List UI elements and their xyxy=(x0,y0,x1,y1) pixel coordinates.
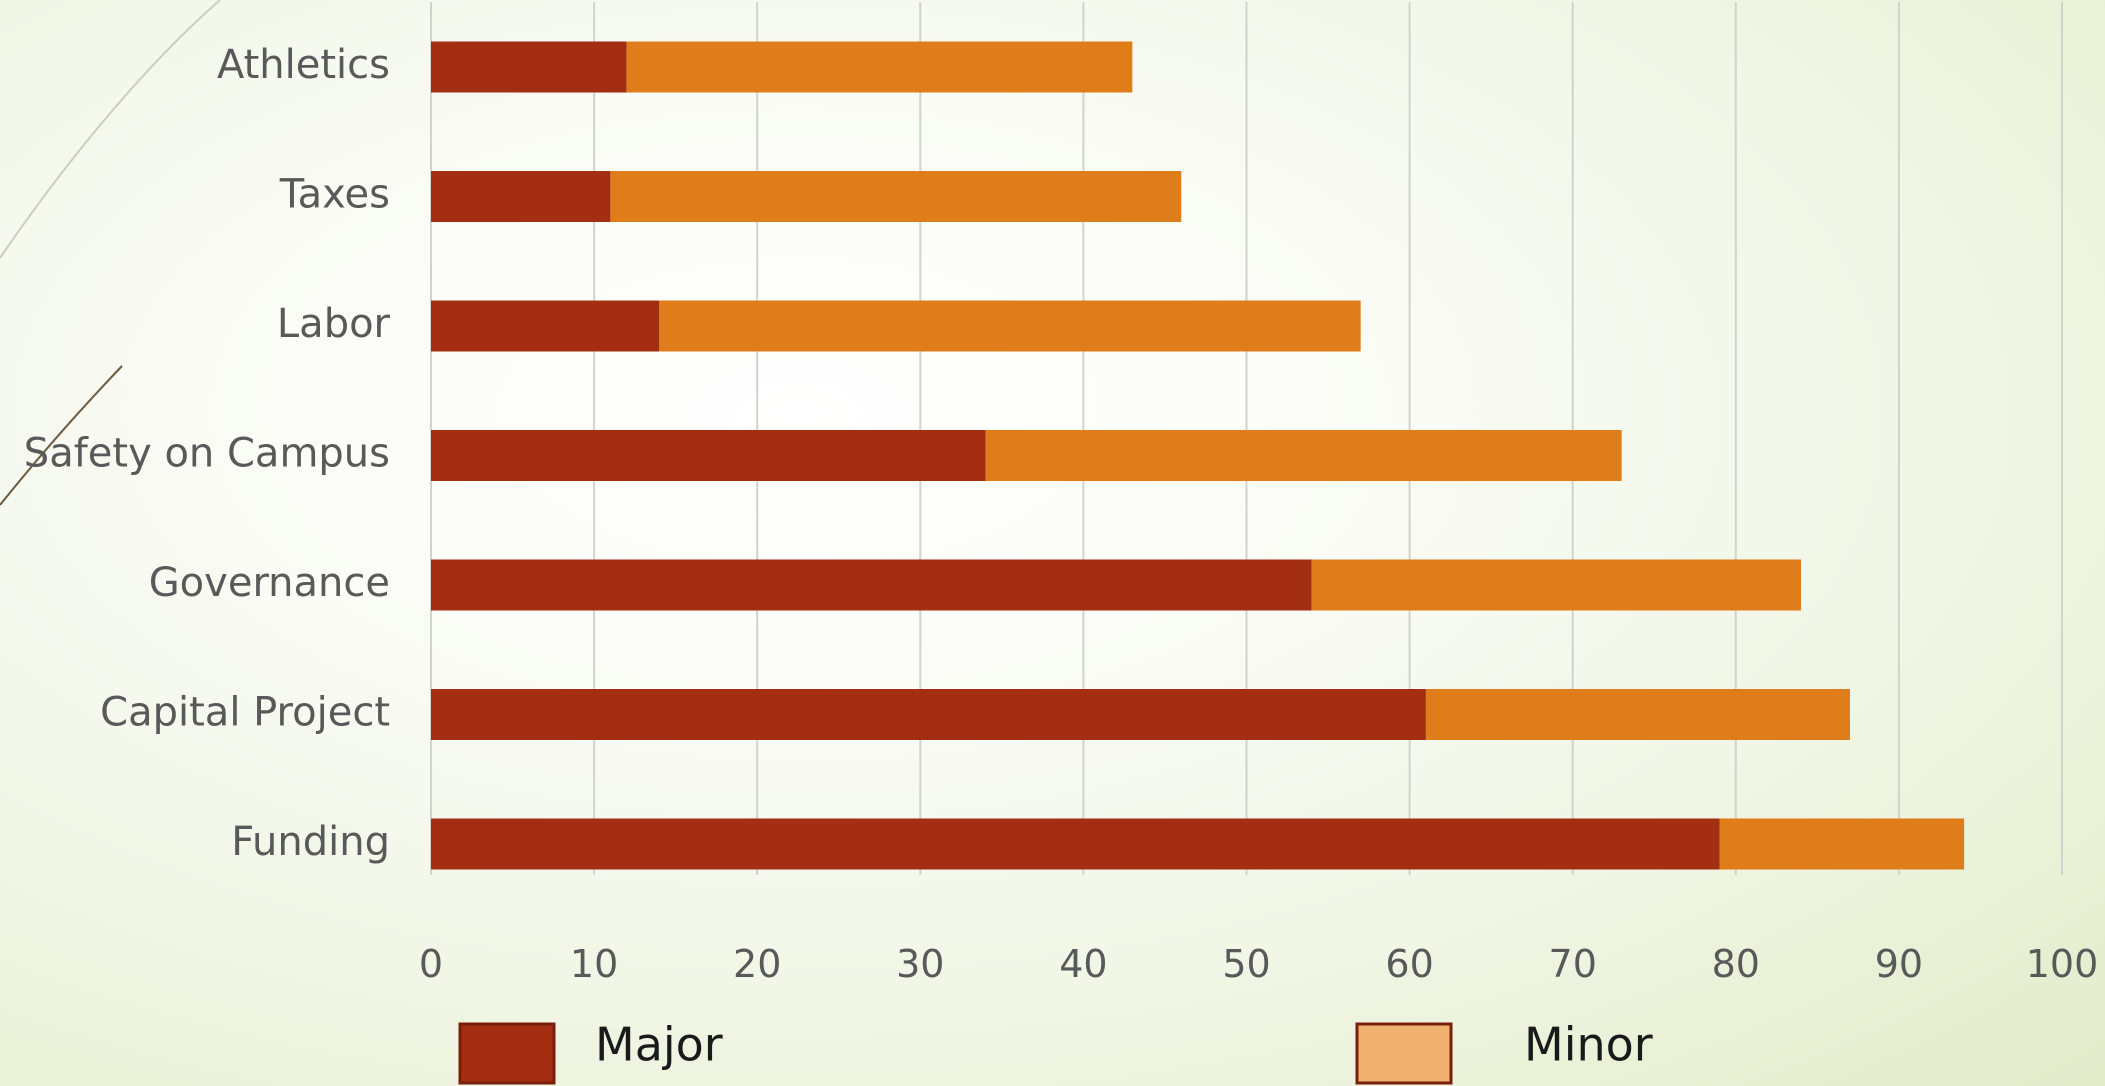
bar-major-funding xyxy=(431,818,1720,870)
x-tick-label-100: 100 xyxy=(2026,942,2099,986)
bar-major-capital-project xyxy=(431,689,1426,740)
x-tick-label-70: 70 xyxy=(1549,942,1597,986)
legend: Major Minor xyxy=(458,1018,1653,1085)
category-label-labor: Labor xyxy=(277,301,391,347)
category-label-safety-on-campus: Safety on Campus xyxy=(24,431,390,477)
legend-swatch-major xyxy=(458,1022,556,1085)
category-label-athletics: Athletics xyxy=(217,42,390,88)
bar-major-taxes xyxy=(431,171,611,222)
bar-minor-athletics xyxy=(626,41,1133,93)
decorative-curve-upper xyxy=(0,0,221,259)
category-label-capital-project: Capital Project xyxy=(100,690,390,736)
bar-minor-safety-on-campus xyxy=(985,430,1622,481)
category-label-taxes: Taxes xyxy=(279,172,390,218)
bar-minor-funding xyxy=(1719,818,1965,870)
bar-major-labor xyxy=(431,300,660,352)
decorative-curve-lower xyxy=(0,365,123,506)
bar-minor-labor xyxy=(659,300,1361,352)
x-tick-label-10: 10 xyxy=(570,942,618,986)
legend-swatch-minor xyxy=(1355,1022,1453,1085)
value-axis-tick-labels: 0 10 20 30 40 50 60 70 80 90 100 xyxy=(419,942,2098,986)
bar-minor-taxes xyxy=(610,171,1182,222)
category-label-funding: Funding xyxy=(231,819,390,865)
decorative-curves xyxy=(0,0,221,506)
legend-label-major: Major xyxy=(595,1018,723,1072)
bar-minor-governance xyxy=(1311,559,1802,611)
bar-major-athletics xyxy=(431,41,627,93)
bar-minor-capital-project xyxy=(1425,689,1850,740)
bar-major-safety-on-campus xyxy=(431,430,986,481)
x-tick-label-40: 40 xyxy=(1059,942,1107,986)
x-tick-label-20: 20 xyxy=(733,942,781,986)
x-tick-label-30: 30 xyxy=(896,942,944,986)
category-label-governance: Governance xyxy=(149,560,390,606)
category-axis-labels: Athletics Taxes Labor Safety on Campus Gover… xyxy=(24,42,391,865)
x-tick-label-80: 80 xyxy=(1712,942,1760,986)
bar-major-governance xyxy=(431,559,1312,611)
x-tick-label-60: 60 xyxy=(1385,942,1433,986)
x-tick-label-0: 0 xyxy=(419,942,443,986)
x-tick-label-50: 50 xyxy=(1222,942,1270,986)
x-tick-label-90: 90 xyxy=(1875,942,1923,986)
legend-label-minor: Minor xyxy=(1524,1018,1653,1072)
bar-series xyxy=(431,41,1965,870)
